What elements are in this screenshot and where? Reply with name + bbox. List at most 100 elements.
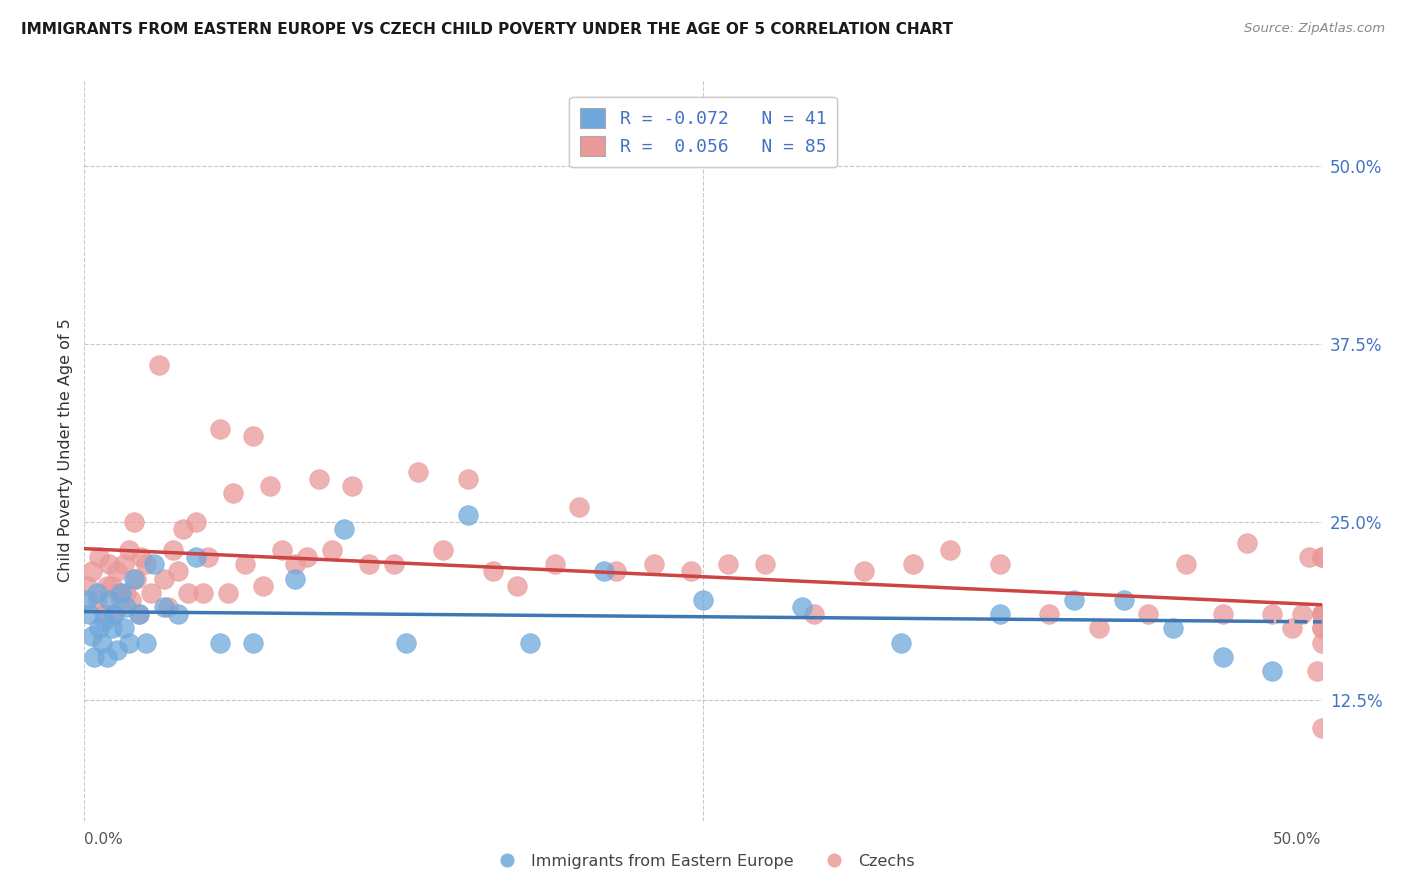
Point: [1174, 558, 1197, 572]
Point: [98, 593, 121, 607]
Point: [86, 586, 108, 600]
Point: [1310, 721, 1333, 735]
Point: [197, 550, 219, 565]
Y-axis label: Child Poverty Under the Age of 5: Child Poverty Under the Age of 5: [58, 318, 73, 582]
Point: [100, 579, 122, 593]
Point: [1305, 664, 1327, 678]
Point: [790, 600, 813, 615]
Point: [308, 472, 330, 486]
Point: [1281, 622, 1303, 636]
Point: [177, 586, 200, 600]
Text: 50.0%: 50.0%: [1274, 832, 1322, 847]
Point: [76, 579, 98, 593]
Text: IMMIGRANTS FROM EASTERN EUROPE VS CZECH CHILD POVERTY UNDER THE AGE OF 5 CORRELA: IMMIGRANTS FROM EASTERN EUROPE VS CZECH …: [21, 22, 953, 37]
Point: [643, 558, 665, 572]
Point: [1161, 622, 1184, 636]
Point: [1298, 550, 1320, 565]
Point: [1261, 664, 1284, 678]
Point: [118, 543, 141, 558]
Point: [506, 579, 529, 593]
Point: [83, 649, 105, 664]
Point: [96, 579, 118, 593]
Point: [988, 607, 1011, 622]
Point: [233, 558, 256, 572]
Point: [271, 543, 294, 558]
Point: [115, 586, 138, 600]
Point: [90, 635, 112, 649]
Point: [457, 472, 479, 486]
Point: [167, 565, 190, 579]
Point: [172, 522, 194, 536]
Point: [209, 635, 232, 649]
Point: [76, 593, 98, 607]
Point: [1112, 593, 1135, 607]
Point: [395, 635, 418, 649]
Point: [184, 515, 207, 529]
Point: [103, 607, 125, 622]
Point: [1038, 607, 1060, 622]
Point: [803, 607, 825, 622]
Point: [242, 635, 264, 649]
Point: [93, 615, 115, 629]
Point: [593, 565, 616, 579]
Point: [80, 565, 103, 579]
Point: [1137, 607, 1160, 622]
Point: [568, 500, 591, 515]
Point: [191, 586, 214, 600]
Point: [129, 550, 152, 565]
Point: [457, 508, 479, 522]
Point: [408, 465, 430, 479]
Point: [1310, 550, 1333, 565]
Point: [481, 565, 503, 579]
Point: [852, 565, 875, 579]
Point: [321, 543, 343, 558]
Point: [148, 358, 170, 372]
Point: [120, 593, 142, 607]
Point: [1310, 607, 1333, 622]
Point: [122, 572, 145, 586]
Point: [142, 558, 165, 572]
Legend: Immigrants from Eastern Europe, Czechs: Immigrants from Eastern Europe, Czechs: [485, 847, 921, 875]
Point: [152, 600, 174, 615]
Point: [112, 622, 135, 636]
Point: [100, 622, 122, 636]
Point: [135, 635, 157, 649]
Point: [89, 622, 111, 636]
Point: [903, 558, 925, 572]
Point: [80, 628, 103, 642]
Point: [1310, 607, 1333, 622]
Point: [1310, 622, 1333, 636]
Point: [1310, 550, 1333, 565]
Point: [679, 565, 702, 579]
Point: [1310, 607, 1333, 622]
Point: [1063, 593, 1085, 607]
Point: [167, 607, 190, 622]
Point: [122, 515, 145, 529]
Point: [259, 479, 281, 493]
Point: [1310, 607, 1333, 622]
Point: [1310, 635, 1333, 649]
Point: [108, 586, 131, 600]
Point: [717, 558, 740, 572]
Point: [284, 558, 307, 572]
Point: [79, 607, 101, 622]
Point: [112, 558, 135, 572]
Point: [333, 522, 356, 536]
Point: [939, 543, 962, 558]
Point: [284, 572, 307, 586]
Point: [1261, 607, 1284, 622]
Point: [125, 572, 148, 586]
Point: [1212, 649, 1234, 664]
Point: [128, 607, 150, 622]
Point: [89, 550, 111, 565]
Point: [1291, 607, 1313, 622]
Point: [184, 550, 207, 565]
Point: [340, 479, 363, 493]
Point: [252, 579, 274, 593]
Point: [135, 558, 157, 572]
Point: [1310, 622, 1333, 636]
Point: [242, 429, 264, 443]
Point: [605, 565, 627, 579]
Point: [141, 586, 163, 600]
Point: [754, 558, 776, 572]
